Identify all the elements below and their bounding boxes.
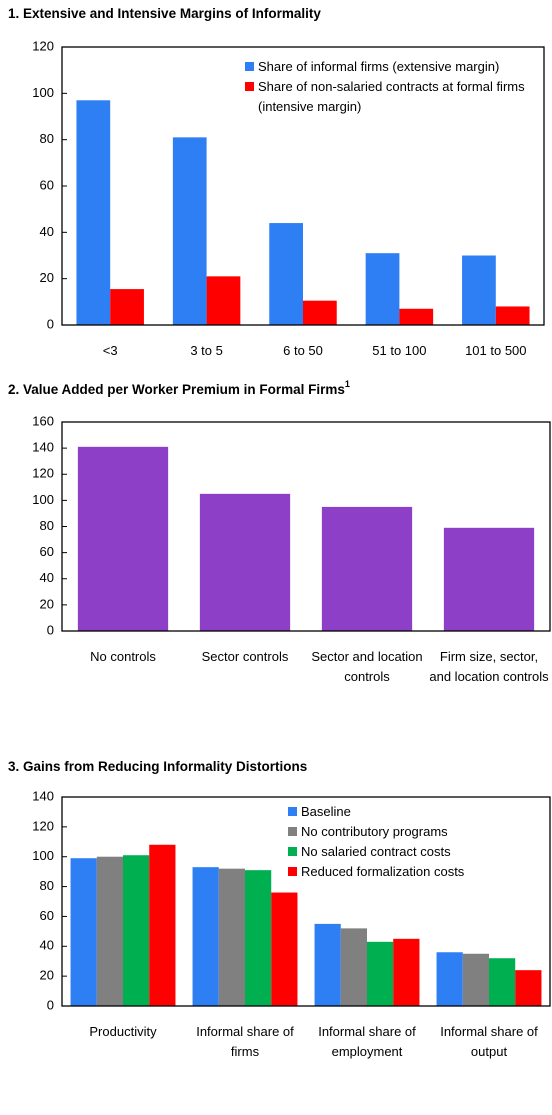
x-tick-label: Informal share of output — [440, 1024, 538, 1059]
title-text: 1. Extensive and Intensive Margins of In… — [8, 6, 321, 21]
legend-item: Reduced formalization costs — [288, 862, 548, 882]
x-tick-label: Informal share of employment — [318, 1024, 416, 1059]
legend-swatch — [245, 82, 254, 91]
bar — [110, 289, 144, 325]
legend-label: No contributory programs — [301, 824, 448, 839]
y-tick-label: 120 — [32, 818, 54, 833]
x-tick-label: Sector controls — [201, 649, 289, 664]
bar — [70, 858, 97, 1006]
x-tick-label: <3 — [102, 343, 118, 358]
y-tick-label: 60 — [40, 544, 54, 559]
bar — [367, 941, 394, 1006]
y-tick-label: 80 — [40, 518, 54, 533]
bar — [399, 308, 434, 325]
bar — [462, 953, 489, 1006]
x-tick-label: 3 to 5 — [190, 343, 223, 358]
y-tick-label: 160 — [32, 413, 54, 428]
bar — [96, 856, 123, 1006]
legend-item: No salaried contract costs — [288, 842, 548, 862]
bar — [123, 855, 150, 1006]
plot-frame — [61, 796, 551, 1007]
bar — [321, 506, 413, 631]
bar — [393, 938, 420, 1006]
legend-label: Baseline — [301, 804, 351, 819]
bar — [206, 276, 241, 325]
y-tick-label: 80 — [40, 131, 54, 146]
y-tick-label: 20 — [40, 270, 54, 285]
y-tick-label: 20 — [40, 596, 54, 611]
y-tick-label: 40 — [40, 938, 54, 953]
title-text: 2. Value Added per Worker Premium in For… — [8, 382, 345, 397]
x-tick-label: 51 to 100 — [372, 343, 427, 358]
bar — [76, 100, 111, 326]
x-tick-label: Informal share of firms — [196, 1024, 294, 1059]
y-tick-label: 100 — [32, 492, 54, 507]
legend-item: Baseline — [288, 802, 548, 822]
x-tick-label: Sector and location controls — [311, 649, 423, 684]
bar — [436, 952, 463, 1006]
bar — [269, 223, 303, 325]
title-text: 3. Gains from Reducing Informality Disto… — [8, 759, 307, 774]
y-tick-label: 60 — [40, 908, 54, 923]
bar — [271, 892, 298, 1006]
y-tick-label: 40 — [40, 570, 54, 585]
y-tick-label: 0 — [47, 997, 54, 1012]
legend-label: Share of non-salaried contracts at forma… — [258, 79, 525, 114]
x-tick-label: Productivity — [89, 1024, 157, 1039]
legend-swatch — [288, 827, 297, 836]
legend: Baseline No contributory programs No salar… — [288, 802, 548, 882]
y-tick-label: 20 — [40, 968, 54, 983]
bar — [365, 253, 400, 325]
legend-label: No salaried contract costs — [301, 844, 451, 859]
bar — [199, 493, 291, 631]
bar — [149, 844, 176, 1006]
legend-swatch — [288, 867, 297, 876]
legend-label: Reduced formalization costs — [301, 864, 465, 879]
y-tick-label: 100 — [32, 848, 54, 863]
bar — [218, 868, 245, 1006]
bar — [303, 300, 337, 325]
legend-item: Share of informal firms (extensive margi… — [245, 57, 535, 77]
y-tick-label: 140 — [32, 440, 54, 455]
legend-swatch — [288, 847, 297, 856]
legend-swatch — [288, 807, 297, 816]
bar — [77, 446, 169, 631]
plot-frame — [61, 421, 551, 632]
legend: Share of informal firms (extensive margi… — [245, 57, 535, 117]
y-tick-label: 100 — [32, 85, 54, 100]
bar — [515, 970, 542, 1006]
bar — [462, 255, 496, 325]
chart-title: 3. Gains from Reducing Informality Disto… — [8, 759, 307, 774]
x-tick-label: Firm size, sector, and location controls — [429, 649, 549, 684]
bar — [340, 928, 367, 1006]
x-tick-label: 6 to 50 — [283, 343, 323, 358]
bar — [192, 867, 219, 1006]
legend-item: No contributory programs — [288, 822, 548, 842]
y-tick-label: 40 — [40, 224, 54, 239]
y-tick-label: 0 — [47, 316, 54, 331]
y-tick-label: 140 — [32, 788, 54, 803]
bar — [172, 137, 207, 325]
y-tick-label: 80 — [40, 878, 54, 893]
y-tick-label: 120 — [32, 38, 54, 53]
chart-title: 1. Extensive and Intensive Margins of In… — [8, 6, 321, 21]
bar — [314, 923, 341, 1006]
legend-label: Share of informal firms (extensive margi… — [258, 59, 500, 74]
legend-item: Share of non-salaried contracts at forma… — [245, 77, 535, 117]
y-tick-label: 120 — [32, 466, 54, 481]
x-tick-label: No controls — [90, 649, 156, 664]
chart-title: 2. Value Added per Worker Premium in For… — [8, 379, 350, 396]
bar — [489, 958, 516, 1006]
bar — [245, 870, 272, 1006]
plot-frame — [61, 46, 545, 326]
legend-swatch — [245, 62, 254, 71]
y-tick-label: 0 — [47, 622, 54, 637]
bar — [495, 306, 530, 325]
y-tick-label: 60 — [40, 177, 54, 192]
title-note: 1 — [345, 379, 350, 389]
x-tick-label: 101 to 500 — [465, 343, 527, 358]
bar — [443, 527, 535, 631]
